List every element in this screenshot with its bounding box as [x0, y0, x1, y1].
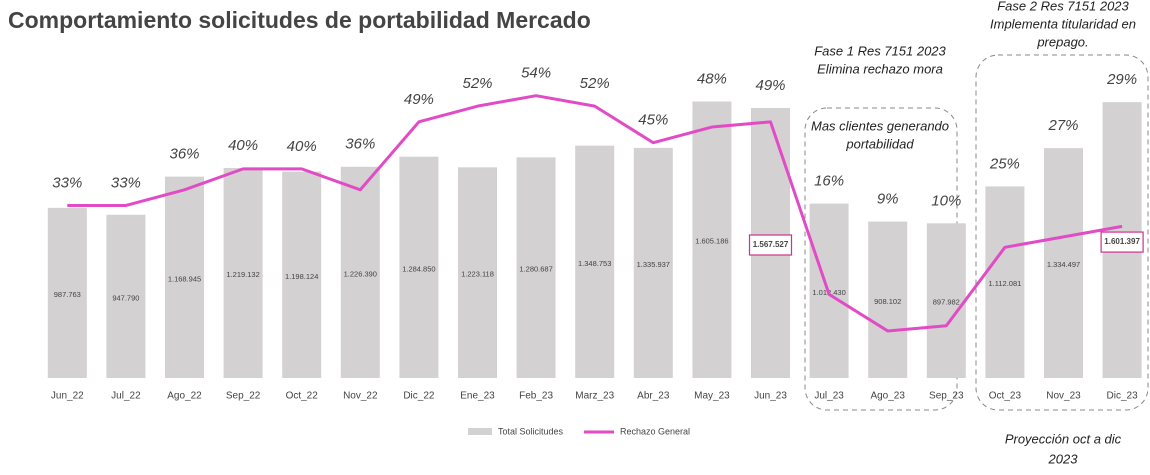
- bar: [106, 214, 146, 378]
- value-label-box: [1100, 231, 1144, 253]
- line-value-label: 27%: [1047, 117, 1078, 134]
- bar-value-label: 1.226.390: [344, 269, 377, 278]
- bar-value-label: 1.223.118: [461, 270, 494, 279]
- line-value-label: 45%: [638, 112, 668, 129]
- bar: [399, 156, 439, 378]
- bar-value-label: 1.112.081: [988, 279, 1021, 288]
- line-value-label: 40%: [228, 137, 258, 154]
- x-tick-label: Jun_23: [754, 391, 787, 402]
- bar: [985, 186, 1025, 378]
- line-value-label: 9%: [877, 191, 899, 208]
- x-tick-label: May_23: [694, 391, 730, 402]
- line-value-label: 16%: [814, 173, 844, 190]
- line-value-label: 33%: [111, 174, 141, 191]
- bar: [223, 167, 263, 378]
- annotation: portabilidad: [845, 136, 914, 151]
- annotation: Fase 1 Res 7151 2023: [814, 43, 946, 58]
- line-value-label: 48%: [697, 70, 727, 87]
- legend-label: Rechazo General: [620, 426, 690, 436]
- line-value-label: 33%: [52, 174, 82, 191]
- bar: [692, 101, 732, 378]
- x-tick-label: Jul_22: [111, 391, 141, 402]
- x-tick-label: Sep_23: [929, 391, 964, 402]
- line: [67, 94, 1123, 333]
- bar-value-label: 947.790: [112, 293, 139, 302]
- value-label-box: [748, 234, 793, 256]
- x-tick-label: Sep_22: [226, 391, 261, 402]
- line-value-label: 36%: [169, 146, 199, 163]
- bar-value-label: 1.168.945: [168, 274, 201, 283]
- bar-value-label: 1.335.937: [637, 260, 670, 269]
- line-value-label: 29%: [1106, 71, 1137, 88]
- line-value-label: 10%: [931, 192, 961, 209]
- line-value-label: 25%: [989, 155, 1020, 172]
- legend-swatch: [468, 428, 492, 435]
- x-tick-label: Ago_23: [870, 391, 905, 402]
- line-value-label: 49%: [404, 91, 434, 108]
- chart-title: Comportamiento solicitudes de portabilid…: [8, 7, 591, 33]
- bar: [340, 166, 380, 378]
- line-value-label: 54%: [521, 65, 551, 82]
- bar-value-label: 987.763: [54, 290, 81, 299]
- x-tick-label: Oct_22: [286, 391, 319, 402]
- bar-value-label: 1.198.124: [285, 272, 318, 281]
- annotation: 2023: [1048, 451, 1079, 466]
- x-tick-label: Nov_22: [343, 391, 378, 402]
- bar: [47, 207, 87, 378]
- line-value-label: 49%: [755, 77, 785, 94]
- line-value-label: 40%: [287, 138, 317, 155]
- bar: [1044, 148, 1083, 378]
- x-tick-label: Nov_23: [1046, 391, 1081, 402]
- bar-value-label: 1.219.132: [226, 270, 259, 279]
- x-tick-label: Jul_23: [814, 391, 844, 402]
- bar-value-label: 1.280.687: [519, 265, 552, 274]
- annotation: Implementa titularidad en: [990, 16, 1136, 31]
- annotation: Fase 2 Res 7151 2023: [997, 0, 1129, 13]
- line-value-label: 52%: [462, 75, 492, 92]
- bar-value-label: 1.605.186: [695, 237, 728, 246]
- bar-value-label: 897.982: [933, 298, 960, 307]
- x-tick-label: Abr_23: [637, 391, 670, 402]
- bar: [926, 223, 966, 378]
- x-tick-label: Feb_23: [519, 391, 553, 402]
- x-tick-label: Dic_23: [1107, 391, 1139, 402]
- annotation: Mas clientes generando: [811, 118, 949, 133]
- bar-value-label: 1.567.527: [753, 240, 789, 249]
- annotation: Proyección oct a dic: [1005, 431, 1122, 446]
- x-tick-label: Oct_23: [989, 391, 1022, 402]
- bar-value-label: 1.601.397: [1104, 237, 1140, 246]
- x-tick-label: Jun_22: [51, 391, 84, 402]
- annotation: Elimina rechazo mora: [817, 61, 943, 76]
- x-tick-label: Marz_23: [575, 391, 614, 402]
- bar: [575, 145, 615, 378]
- x-tick-label: Ene_23: [460, 391, 495, 402]
- x-tick-label: Ago_22: [167, 391, 202, 402]
- bar-value-label: 1.284.850: [402, 264, 435, 273]
- bar-value-label: 1.334.497: [1047, 260, 1080, 269]
- bar: [633, 147, 673, 378]
- bar-value-label: 1.348.753: [578, 259, 611, 268]
- legend-label: Total Solicitudes: [498, 426, 564, 436]
- bar: [165, 176, 204, 378]
- x-tick-label: Dic_22: [403, 391, 435, 402]
- line-value-label: 52%: [580, 75, 610, 92]
- bar: [516, 157, 556, 378]
- bar-value-label: 908.102: [874, 297, 901, 306]
- phase-2-box: [975, 54, 1149, 411]
- annotation: prepago.: [1036, 34, 1088, 49]
- bar: [282, 171, 322, 378]
- bar: [868, 221, 908, 378]
- bar: [458, 167, 497, 378]
- line-value-label: 36%: [345, 136, 375, 153]
